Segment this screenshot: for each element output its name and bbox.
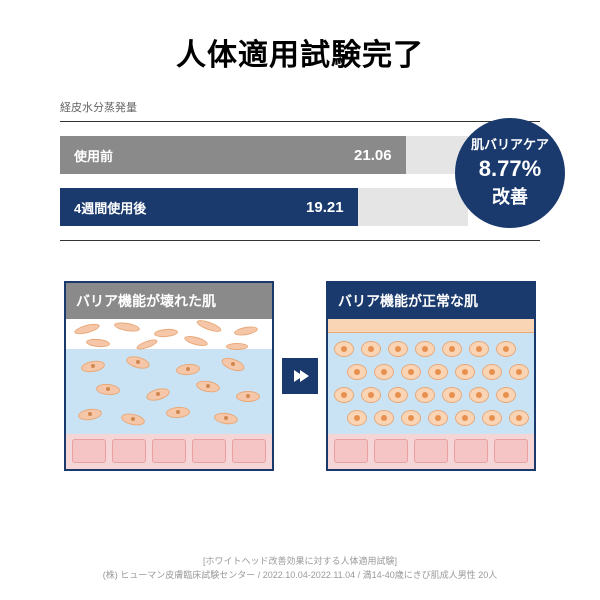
page-title: 人体適用試験完了 — [0, 0, 600, 99]
diagram-body-healthy — [328, 319, 534, 469]
badge-text: 肌バリアケア — [471, 137, 549, 154]
chart-baseline — [60, 240, 540, 241]
diagram-body-damaged — [66, 319, 272, 469]
arrow-icon — [282, 358, 318, 394]
badge-percent: 8.77% — [479, 155, 541, 184]
diagram-header: バリア機能が壊れた肌 — [66, 283, 272, 319]
improvement-badge: 肌バリアケア 8.77% 改善 — [455, 118, 565, 228]
bar-label: 4週間使用後 — [74, 198, 146, 217]
chart-axis-label: 経皮水分蒸発量 — [60, 99, 540, 122]
diagram-header: バリア機能が正常な肌 — [328, 283, 534, 319]
bar-label: 使用前 — [74, 146, 113, 165]
bar-after: 4週間使用後 19.21 — [60, 188, 358, 226]
bar-value: 19.21 — [306, 199, 344, 216]
bar-value: 21.06 — [354, 147, 392, 164]
footnote: [ホワイトヘッド改善効果に対する人体適用試験] (株) ヒューマン皮膚臨床試験セ… — [0, 555, 600, 582]
footnote-line: [ホワイトヘッド改善効果に対する人体適用試験] — [0, 555, 600, 569]
skin-diagrams: バリア機能が壊れた肌 バリア機能が正常な肌 — [50, 281, 550, 471]
badge-text: 改善 — [492, 186, 528, 209]
footnote-line: (株) ヒューマン皮膚臨床試験センター / 2022.10.04-2022.11… — [0, 569, 600, 583]
bar-before: 使用前 21.06 — [60, 136, 406, 174]
diagram-damaged: バリア機能が壊れた肌 — [64, 281, 274, 471]
diagram-healthy: バリア機能が正常な肌 — [326, 281, 536, 471]
